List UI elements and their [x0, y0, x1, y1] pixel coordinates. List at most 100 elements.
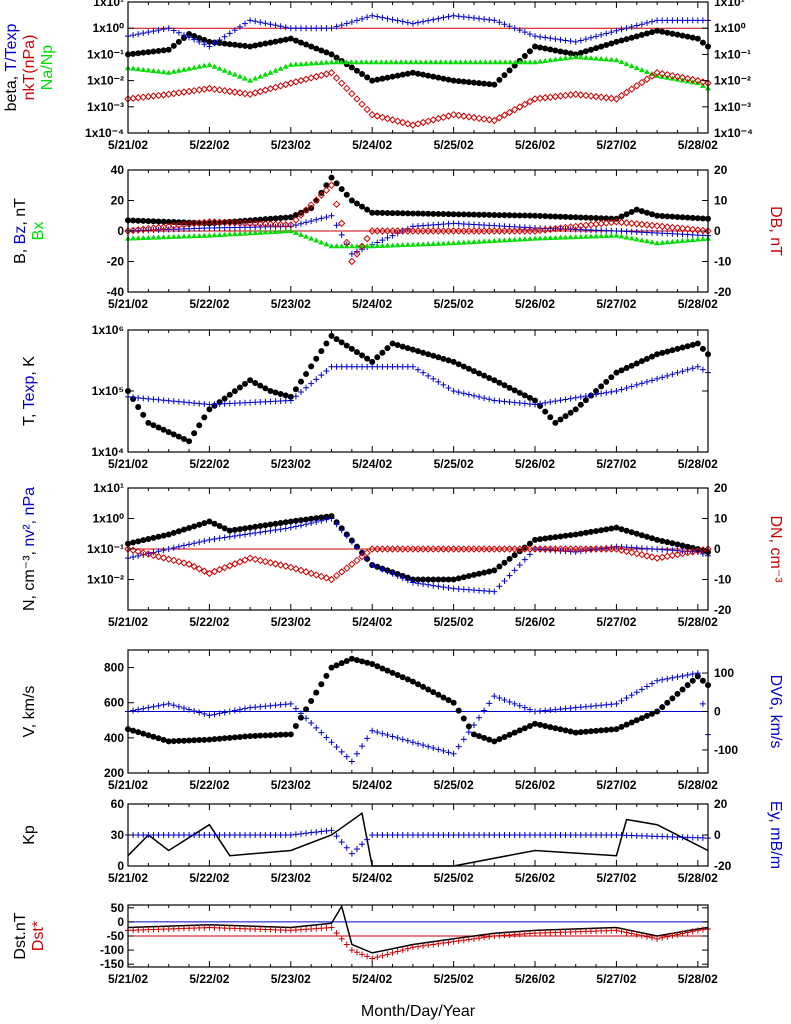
triangle-marker — [379, 242, 386, 248]
plus-marker — [353, 845, 360, 852]
plus-marker — [389, 570, 396, 577]
plus-marker — [659, 17, 666, 24]
plus-marker — [404, 945, 411, 952]
triangle-marker — [603, 56, 610, 62]
diamond-marker — [470, 113, 478, 122]
plus-marker — [364, 14, 371, 21]
plus-marker — [511, 567, 518, 574]
dot-marker — [206, 38, 213, 45]
triangle-marker — [389, 242, 396, 248]
dot-marker — [501, 382, 508, 389]
plus-marker — [196, 924, 203, 931]
plus-marker — [328, 363, 335, 370]
plus-marker — [135, 394, 142, 401]
y-tick-label: 1x10⁻² — [87, 573, 124, 587]
diamond-marker — [419, 118, 427, 127]
dot-marker — [577, 49, 584, 56]
diamond-marker — [388, 545, 397, 553]
diamond-marker — [337, 568, 346, 576]
plus-marker — [160, 397, 167, 404]
triangle-marker — [231, 71, 238, 77]
plus-marker — [562, 705, 569, 712]
y-tick-label: 20 — [714, 163, 728, 177]
plus-marker — [277, 526, 284, 533]
plus-marker — [379, 14, 386, 21]
dot-marker — [201, 36, 208, 43]
dot-marker — [689, 677, 696, 684]
triangle-marker — [412, 59, 419, 65]
dot-marker — [618, 526, 625, 533]
plus-marker — [481, 832, 488, 838]
plus-marker — [399, 832, 406, 838]
dot-marker — [689, 544, 696, 551]
x-tick-label: 5/26/02 — [515, 615, 555, 629]
dot-marker — [618, 367, 625, 374]
y-tick-label: 10 — [714, 194, 728, 208]
dot-marker — [180, 737, 187, 744]
dot-marker — [618, 213, 625, 220]
plus-marker — [140, 832, 147, 838]
dot-marker — [328, 51, 335, 58]
dot-marker — [567, 409, 574, 416]
triangle-marker — [542, 57, 549, 63]
dot-marker — [659, 704, 666, 711]
dot-marker — [186, 31, 193, 38]
plus-marker — [196, 709, 203, 716]
plus-marker — [587, 34, 594, 41]
dot-marker — [191, 430, 198, 437]
plus-marker — [582, 928, 589, 935]
dot-marker — [216, 735, 223, 742]
dot-marker — [394, 72, 401, 79]
dot-marker — [684, 214, 691, 221]
plus-marker — [206, 536, 213, 543]
dot-marker — [593, 528, 600, 535]
diamond-marker — [144, 550, 153, 558]
y-tick-label: 1x10⁻³ — [714, 100, 751, 114]
plus-marker — [526, 401, 533, 408]
plus-marker — [231, 400, 238, 407]
dot-marker — [684, 343, 691, 350]
triangle-marker — [684, 237, 691, 243]
diamond-marker — [475, 114, 483, 123]
plus-marker — [196, 832, 203, 838]
plus-marker — [430, 745, 437, 752]
plus-marker — [313, 925, 320, 932]
plus-marker — [303, 715, 310, 722]
diamond-marker — [607, 94, 616, 103]
axis-label-segment: N, cm⁻³ — [21, 555, 38, 611]
dot-marker — [165, 218, 172, 225]
diamond-marker — [297, 211, 305, 219]
triangle-marker — [532, 59, 539, 65]
plus-marker — [155, 926, 162, 933]
plus-marker — [267, 702, 274, 709]
plus-marker — [364, 735, 371, 742]
plus-marker — [425, 942, 432, 949]
triangle-marker — [323, 59, 330, 65]
dot-marker — [537, 44, 544, 51]
diamond-marker — [612, 218, 621, 226]
plus-marker — [206, 924, 213, 931]
triangle-marker — [598, 233, 605, 239]
plus-marker — [669, 932, 676, 939]
triangle-marker — [422, 59, 429, 65]
diamond-marker — [210, 567, 219, 576]
plus-marker — [318, 925, 325, 932]
plus-marker — [491, 17, 498, 24]
plus-marker — [247, 832, 254, 838]
dot-marker — [542, 213, 549, 220]
plus-marker — [450, 388, 457, 394]
dot-marker — [425, 576, 432, 583]
diamond-marker — [582, 545, 590, 553]
plus-marker — [491, 397, 498, 404]
triangle-marker — [502, 59, 509, 65]
triangle-marker — [552, 234, 559, 240]
plus-marker — [679, 930, 686, 937]
plus-marker — [557, 397, 564, 404]
series-blue-plus — [125, 670, 711, 765]
plus-marker — [435, 746, 442, 753]
y-tick-label: 800 — [104, 661, 124, 675]
diamond-marker — [205, 218, 214, 226]
diamond-marker — [276, 220, 285, 229]
dot-marker — [664, 348, 671, 355]
plus-marker — [216, 924, 223, 931]
